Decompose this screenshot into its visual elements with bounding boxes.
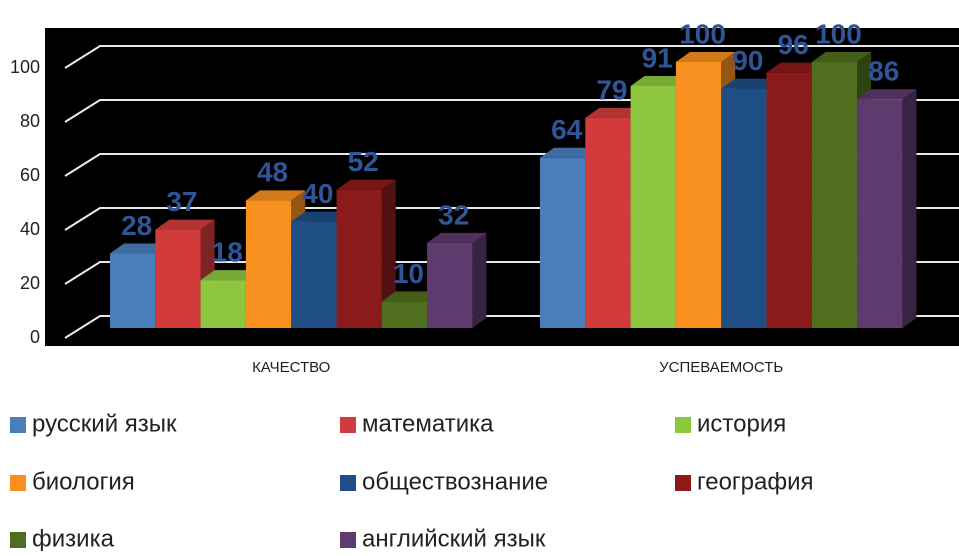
bar-front bbox=[291, 221, 337, 328]
bar-top bbox=[721, 78, 781, 89]
data-label: 10 bbox=[393, 258, 424, 289]
y-tick-label: 40 bbox=[20, 219, 40, 239]
legend-swatch bbox=[340, 417, 356, 433]
data-label: 40 bbox=[302, 178, 333, 209]
grid-line bbox=[64, 45, 959, 69]
bar-front bbox=[675, 62, 722, 328]
bar-top bbox=[427, 232, 487, 243]
bar-front bbox=[245, 200, 292, 328]
y-tick-label: 80 bbox=[20, 111, 40, 131]
legend-swatch bbox=[10, 475, 26, 491]
bar bbox=[857, 89, 917, 329]
data-label: 28 bbox=[121, 210, 152, 241]
bar-front bbox=[336, 189, 382, 328]
bar-top bbox=[110, 243, 170, 254]
legend-label: математика bbox=[362, 410, 494, 437]
data-label: 91 bbox=[642, 42, 673, 73]
legend-swatch bbox=[340, 532, 356, 548]
bar-side bbox=[472, 232, 487, 328]
bar-front bbox=[721, 88, 767, 328]
bar-top bbox=[200, 270, 260, 281]
bar-top bbox=[245, 190, 306, 201]
legend-label: физика bbox=[32, 525, 115, 551]
x-tick-label: УСПЕВАЕМОСТЬ bbox=[659, 359, 783, 376]
bar-top bbox=[857, 89, 917, 100]
bar-front bbox=[427, 242, 473, 328]
legend-label: история bbox=[697, 410, 786, 437]
bar-top bbox=[811, 52, 872, 62]
bar bbox=[427, 232, 487, 328]
data-label: 32 bbox=[438, 199, 469, 230]
bar-front bbox=[630, 85, 676, 328]
x-tick-label: КАЧЕСТВО bbox=[252, 359, 330, 376]
y-tick-label: 100 bbox=[10, 57, 40, 77]
data-label: 52 bbox=[348, 146, 379, 177]
bar-top bbox=[630, 75, 690, 86]
data-label: 18 bbox=[212, 237, 243, 268]
legend-swatch bbox=[675, 417, 691, 433]
data-label: 100 bbox=[679, 18, 726, 49]
bar-front bbox=[540, 157, 586, 328]
bar-side bbox=[381, 179, 396, 328]
bar-top bbox=[291, 211, 351, 222]
legend-swatch bbox=[675, 475, 691, 491]
data-label: 90 bbox=[732, 45, 763, 76]
bar-top bbox=[381, 291, 442, 302]
legend-label: русский язык bbox=[32, 410, 177, 437]
bar-front bbox=[766, 72, 812, 328]
bar-front bbox=[200, 280, 246, 328]
bar-top bbox=[155, 219, 215, 230]
data-label: 79 bbox=[596, 74, 627, 105]
bar-front bbox=[585, 117, 631, 328]
data-label: 48 bbox=[257, 157, 288, 188]
bar-front bbox=[110, 253, 156, 328]
data-label: 86 bbox=[868, 56, 899, 87]
y-tick-label: 20 bbox=[20, 273, 40, 293]
bar-side bbox=[902, 89, 917, 329]
y-tick-label: 60 bbox=[20, 165, 40, 185]
bar-top bbox=[336, 179, 396, 190]
legend-swatch bbox=[10, 532, 26, 548]
legend-label: английский язык bbox=[362, 525, 546, 551]
legend-label: география bbox=[697, 468, 814, 495]
bar-front bbox=[857, 99, 903, 329]
legend-label: биология bbox=[32, 468, 135, 495]
bar-top bbox=[766, 62, 826, 73]
y-tick-label: 0 bbox=[30, 327, 40, 347]
data-label: 96 bbox=[778, 29, 809, 60]
bar-top bbox=[540, 147, 600, 158]
legend-label: обществознание bbox=[362, 468, 548, 495]
bar-top bbox=[675, 52, 736, 62]
data-label: 64 bbox=[551, 114, 583, 145]
bar-front bbox=[155, 229, 201, 328]
bar-front bbox=[811, 62, 858, 328]
data-label: 37 bbox=[166, 186, 197, 217]
legend-swatch bbox=[10, 417, 26, 433]
data-label: 100 bbox=[815, 18, 862, 49]
bar bbox=[336, 179, 396, 328]
bar-top bbox=[585, 107, 645, 118]
bar-front bbox=[381, 301, 428, 328]
legend-swatch bbox=[340, 475, 356, 491]
